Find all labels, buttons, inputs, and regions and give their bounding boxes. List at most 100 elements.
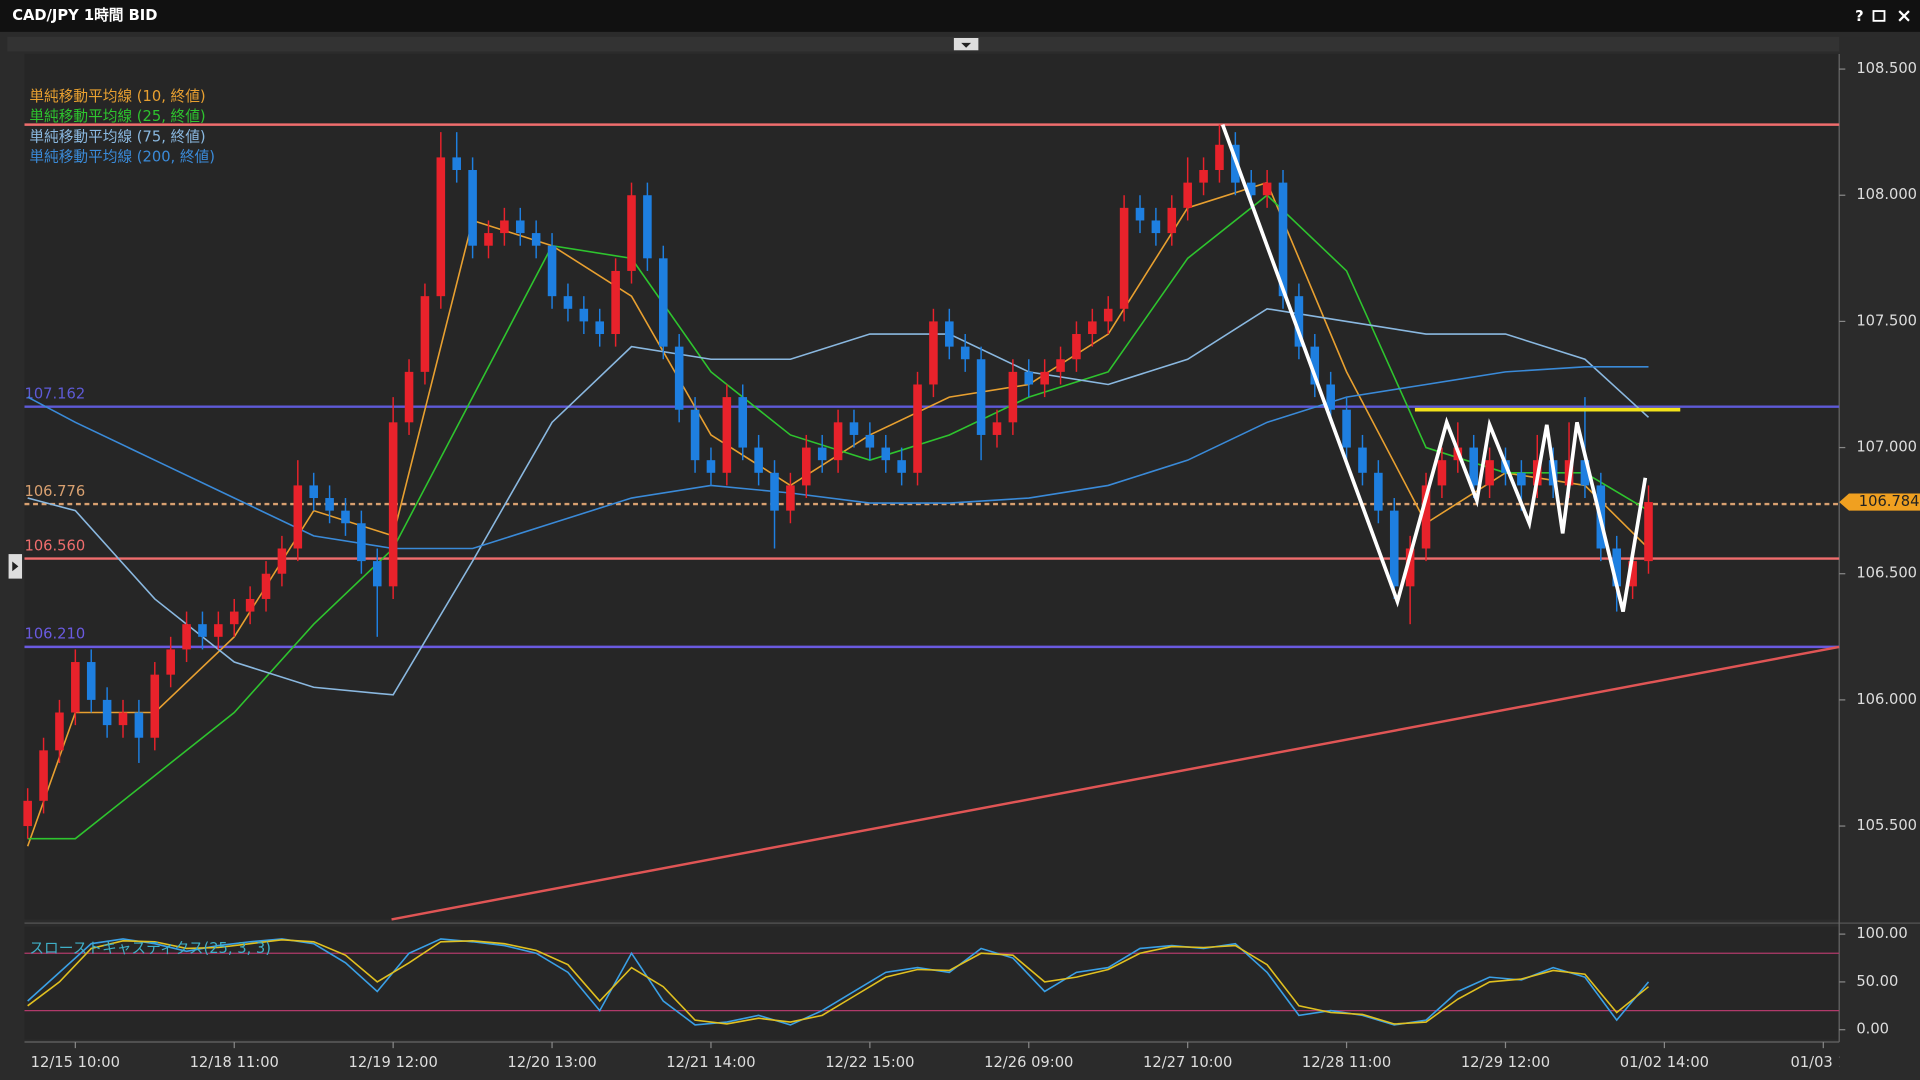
moving-average xyxy=(26,181,1650,847)
candle-body xyxy=(1405,548,1415,587)
candle-body xyxy=(1135,207,1145,221)
y-tick-label: 50.00 xyxy=(1856,973,1898,990)
horizontal-line-label: 106.560 xyxy=(24,537,85,554)
candle-body xyxy=(1183,182,1192,208)
y-tick-label: 107.500 xyxy=(1856,312,1917,329)
candle-body xyxy=(293,485,303,549)
moving-average xyxy=(27,194,1649,840)
y-tick-label: 108.000 xyxy=(1856,186,1917,203)
candle-body xyxy=(945,321,954,347)
close-button[interactable] xyxy=(1898,10,1910,22)
candle-body xyxy=(1374,472,1383,511)
y-tick-label: 108.500 xyxy=(1856,60,1917,77)
legend-entry: 単純移動平均線 (10, 終値) xyxy=(29,88,205,105)
candle-body xyxy=(229,611,239,625)
candle-body xyxy=(897,460,906,473)
candle-body xyxy=(1072,334,1081,360)
y-tick-label: 106.500 xyxy=(1856,565,1917,582)
candle-body xyxy=(1294,296,1304,347)
candle-body xyxy=(1088,321,1097,335)
candle-body xyxy=(786,485,795,511)
help-button[interactable]: ? xyxy=(1855,8,1864,25)
candle-body xyxy=(849,422,859,435)
candle-body xyxy=(86,662,96,700)
candle-body xyxy=(643,195,652,259)
candle-body xyxy=(71,662,80,713)
candle-body xyxy=(1262,182,1272,196)
candle-body xyxy=(452,157,461,171)
candle-body xyxy=(802,447,811,486)
candle-body xyxy=(913,384,922,473)
collapse-arrow xyxy=(961,42,972,48)
candle-body xyxy=(1278,182,1288,297)
candle-body xyxy=(23,800,32,827)
horizontal-line-label: 106.210 xyxy=(24,626,85,643)
x-tick-label: 12/28 11:00 xyxy=(1302,1054,1391,1071)
candle-body xyxy=(150,674,160,738)
candle-body xyxy=(960,346,970,360)
candle-body xyxy=(1119,207,1129,309)
candle-body xyxy=(1151,220,1161,234)
candle-body xyxy=(1103,308,1113,322)
candle-body xyxy=(754,447,763,473)
candle-body xyxy=(245,598,255,612)
legend-entry: 単純移動平均線 (75, 終値) xyxy=(29,128,205,145)
candle-body xyxy=(833,422,843,461)
x-tick-label: 12/22 15:00 xyxy=(825,1054,914,1071)
candle-body xyxy=(1517,472,1526,486)
candle-body xyxy=(166,649,175,675)
candle-body xyxy=(182,624,191,650)
candle-body xyxy=(659,258,668,347)
candle-body xyxy=(627,195,636,271)
candle-body xyxy=(929,321,938,385)
maximize-button[interactable] xyxy=(1872,10,1886,22)
candle-body xyxy=(325,498,334,511)
candle-body xyxy=(1056,359,1065,372)
candle-body xyxy=(404,371,414,423)
candle-body xyxy=(198,624,207,637)
y-tick-label: 100.00 xyxy=(1856,925,1907,942)
stochastic-panel xyxy=(24,926,1840,1040)
candle-body xyxy=(55,712,64,751)
price-tag-label: 106.784 xyxy=(1859,493,1920,510)
legend-entry: 単純移動平均線 (200, 終値) xyxy=(29,149,215,166)
x-tick-label: 12/18 11:00 xyxy=(190,1054,279,1071)
candle-body xyxy=(770,472,779,511)
candle-body xyxy=(1342,409,1351,448)
y-tick-label: 107.000 xyxy=(1856,439,1917,456)
candle-body xyxy=(1437,460,1447,486)
window-title: CAD/JPY 1時間 BID xyxy=(12,6,157,24)
toolbar-strip xyxy=(7,36,1840,52)
price-tag xyxy=(1839,493,1920,511)
candle-body xyxy=(992,422,1002,435)
x-tick-label: 12/21 14:00 xyxy=(666,1054,755,1071)
legend-entry: 単純移動平均線 (25, 終値) xyxy=(29,108,205,125)
indicator-title: スローストキャスティクス(25, 3, 3) xyxy=(29,940,271,957)
candle-body xyxy=(1040,371,1049,385)
stochastic-line xyxy=(27,939,1649,1025)
candle-body xyxy=(1421,485,1431,549)
candle-body xyxy=(817,447,827,461)
x-tick-label: 12/26 09:00 xyxy=(984,1054,1073,1071)
drawing-line xyxy=(1220,123,1648,613)
candle-body xyxy=(1167,207,1177,234)
candle-body xyxy=(531,233,541,246)
candle-body xyxy=(722,397,732,473)
drawing-line xyxy=(391,645,1840,921)
y-tick-label: 106.000 xyxy=(1856,691,1917,708)
candle-body xyxy=(39,750,48,801)
moving-average xyxy=(27,307,1650,696)
x-labels: 12/15 10:00 12/18 11:00 12/19 12:00 12/20 1… xyxy=(31,1054,1839,1071)
x-tick-label: 12/20 13:00 xyxy=(507,1054,596,1071)
candle-body xyxy=(388,422,398,587)
candle-body xyxy=(1326,384,1335,410)
candle-body xyxy=(976,359,986,435)
candle-body xyxy=(1199,170,1208,183)
candle-body xyxy=(1246,182,1256,196)
candle-body xyxy=(690,409,700,461)
candle-body xyxy=(579,308,589,322)
candle-body xyxy=(1389,510,1399,587)
candle-body xyxy=(372,561,382,587)
candle-body xyxy=(341,510,350,524)
